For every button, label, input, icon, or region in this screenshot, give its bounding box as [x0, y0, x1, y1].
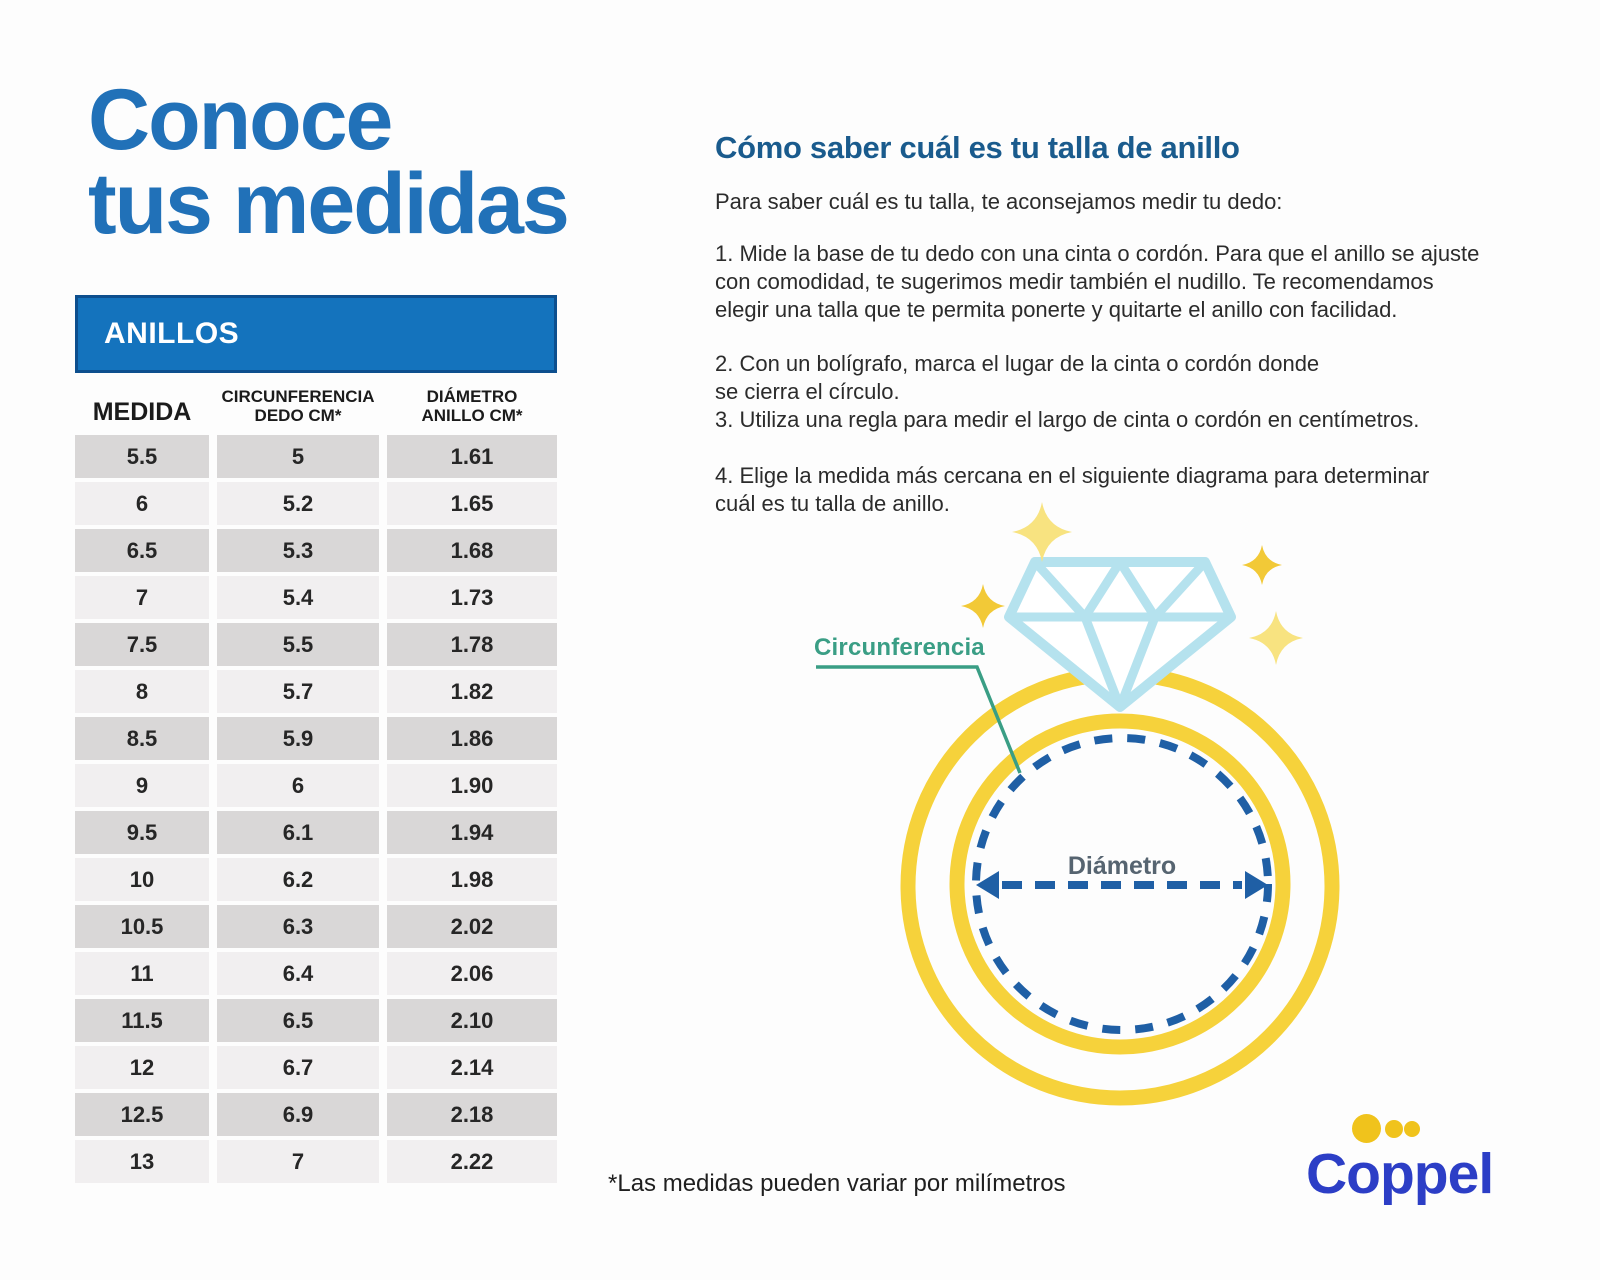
table-cell: 2.06 — [387, 952, 557, 995]
table-cell: 5.5 — [75, 435, 209, 478]
page-title-line2: tus medidas — [88, 156, 570, 252]
logo-wordmark: Coppel — [1306, 1142, 1494, 1206]
table-cell: 2.18 — [387, 1093, 557, 1136]
logo-dot-icon — [1404, 1121, 1420, 1137]
table-cell: 7 — [75, 576, 209, 619]
table-cell: 10.5 — [75, 905, 209, 948]
table-cell: 9.5 — [75, 811, 209, 854]
guide-step-1: 1. Mide la base de tu dedo con una cinta… — [715, 241, 1480, 322]
page-title-line1: Conoce — [88, 72, 393, 168]
table-cell: 5.4 — [217, 576, 379, 619]
logo-dot-icon — [1385, 1120, 1403, 1138]
table-cell: 5.7 — [217, 670, 379, 713]
guide-heading: Cómo saber cuál es tu talla de anillo — [715, 130, 1240, 165]
column-header-circunferencia: CIRCUNFERENCIA DEDO CM* — [221, 387, 375, 425]
size-table-grid: MEDIDA CIRCUNFERENCIA DEDO CM* DIÁMETRO … — [75, 373, 557, 1183]
table-cell: 5.9 — [217, 717, 379, 760]
table-cell: 5 — [217, 435, 379, 478]
ring-inner-circle — [949, 713, 1291, 1055]
table-cell: 1.61 — [387, 435, 557, 478]
table-cell: 8 — [75, 670, 209, 713]
guide-step-2: 2. Con un bolígrafo, marca el lugar de l… — [715, 351, 1320, 404]
table-cell: 2.02 — [387, 905, 557, 948]
page-title: Conoce tus medidas — [88, 72, 570, 252]
table-cell: 12.5 — [75, 1093, 209, 1136]
diameter-label: Diámetro — [1067, 852, 1177, 880]
guide-step-3: 3. Utiliza una regla para medir el largo… — [715, 407, 1420, 432]
table-cell: 11.5 — [75, 999, 209, 1042]
table-cell: 6.1 — [217, 811, 379, 854]
table-cell: 6.4 — [217, 952, 379, 995]
table-cell: 6.2 — [217, 858, 379, 901]
sparkle-icon — [1249, 611, 1303, 665]
table-cell: 1.78 — [387, 623, 557, 666]
table-cell: 10 — [75, 858, 209, 901]
circumference-label: Circunferencia — [814, 634, 985, 661]
diamond-icon — [1004, 557, 1236, 712]
table-cell: 2.22 — [387, 1140, 557, 1183]
guide-step-4: 4. Elige la medida más cercana en el sig… — [715, 463, 1430, 516]
table-cell: 6.9 — [217, 1093, 379, 1136]
ring-diagram: Circunferencia Diámetro — [780, 500, 1360, 1140]
table-cell: 1.86 — [387, 717, 557, 760]
table-cell: 7.5 — [75, 623, 209, 666]
table-cell: 12 — [75, 1046, 209, 1089]
table-banner-label: ANILLOS — [104, 317, 240, 350]
column-header-medida: MEDIDA — [92, 398, 192, 426]
table-cell: 1.68 — [387, 529, 557, 572]
diameter-arrow — [976, 871, 1268, 899]
table-cell: 1.98 — [387, 858, 557, 901]
sparkle-icon — [1012, 502, 1072, 562]
ring-diagram-graphic — [816, 502, 1340, 1106]
coppel-logo: Coppel — [1300, 1103, 1520, 1213]
ring-size-table: ANILLOS MEDIDA CIRCUNFERENCIA DEDO CM* D… — [75, 295, 557, 1183]
table-cell: 1.65 — [387, 482, 557, 525]
sparkle-icon — [1242, 545, 1282, 585]
measurement-disclaimer: *Las medidas pueden variar por milímetro… — [608, 1170, 1066, 1197]
table-cell: 8.5 — [75, 717, 209, 760]
sizing-guide: Cómo saber cuál es tu talla de anillo Pa… — [715, 130, 1520, 518]
table-cell: 1.73 — [387, 576, 557, 619]
table-cell: 1.94 — [387, 811, 557, 854]
circumference-dashed-circle — [972, 734, 1272, 1034]
table-cell: 7 — [217, 1140, 379, 1183]
sparkle-icon — [961, 584, 1005, 628]
table-cell: 11 — [75, 952, 209, 995]
table-cell: 5.5 — [217, 623, 379, 666]
table-cell: 6.5 — [75, 529, 209, 572]
table-cell: 2.10 — [387, 999, 557, 1042]
table-cell: 6 — [217, 764, 379, 807]
column-header-diametro: DIÁMETRO ANILLO CM* — [421, 387, 523, 425]
guide-intro: Para saber cuál es tu talla, te aconseja… — [715, 189, 1283, 214]
table-cell: 6.3 — [217, 905, 379, 948]
table-cell: 13 — [75, 1140, 209, 1183]
table-cell: 9 — [75, 764, 209, 807]
table-cell: 5.3 — [217, 529, 379, 572]
table-cell: 6.5 — [217, 999, 379, 1042]
table-cell: 6 — [75, 482, 209, 525]
table-cell: 2.14 — [387, 1046, 557, 1089]
table-cell: 1.90 — [387, 764, 557, 807]
logo-dot-icon — [1352, 1114, 1381, 1143]
table-cell: 6.7 — [217, 1046, 379, 1089]
table-cell: 5.2 — [217, 482, 379, 525]
table-cell: 1.82 — [387, 670, 557, 713]
table-banner: ANILLOS — [75, 295, 557, 373]
circumference-pointer-line — [816, 665, 1022, 774]
